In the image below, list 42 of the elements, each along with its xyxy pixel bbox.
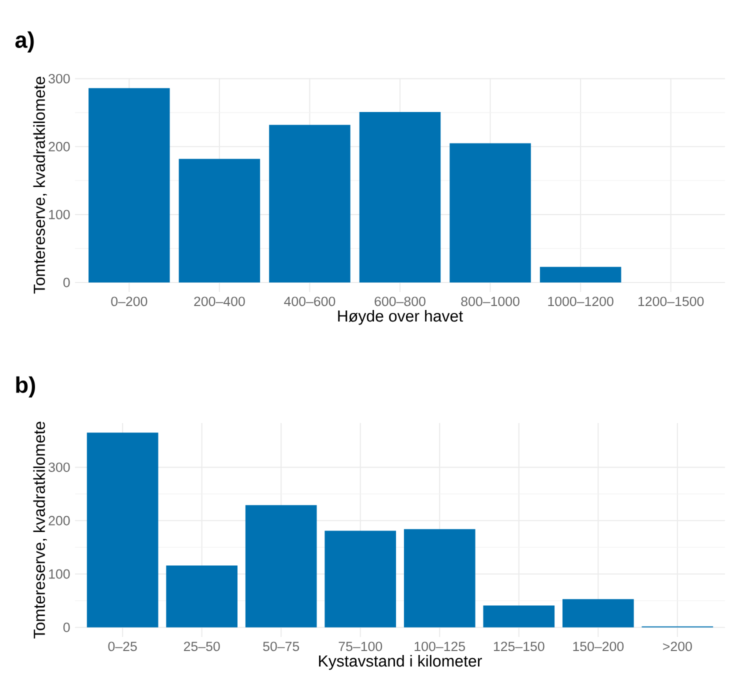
y-tick-label: 100 <box>49 569 70 579</box>
x-tick-label: 75–100 <box>338 642 382 652</box>
x-tick-label: 200–400 <box>194 296 245 306</box>
bar <box>88 88 170 282</box>
x-tick-label: 50–75 <box>263 642 300 652</box>
x-tick-label: 25–50 <box>184 642 220 652</box>
y-tick-label: 100 <box>49 210 70 220</box>
y-tick-label: 0 <box>63 622 70 632</box>
y-tick-label: 300 <box>48 74 70 84</box>
bar <box>324 530 396 628</box>
chart-title: a) <box>15 31 34 52</box>
x-tick-label: 125–150 <box>494 642 544 652</box>
bar <box>269 124 350 282</box>
bar <box>166 565 238 628</box>
bar <box>178 158 260 282</box>
x-tick-label: 0–200 <box>111 296 148 306</box>
x-axis-title: Høyde over havet <box>338 310 463 325</box>
y-tick-label: 0 <box>63 278 70 288</box>
y-axis-title: Tomtereserve, kvadratkilomete <box>33 76 47 294</box>
bar <box>86 432 158 628</box>
x-tick-label: 150–200 <box>573 642 624 652</box>
bar <box>450 143 531 282</box>
x-axis-title: Kystavstand i kilometer <box>319 654 482 670</box>
y-tick-label: 300 <box>48 462 70 472</box>
y-tick-label: 200 <box>48 516 70 526</box>
bar <box>245 505 317 628</box>
x-tick-label: 100–125 <box>414 642 466 652</box>
x-tick-label: 600–800 <box>374 296 426 306</box>
x-tick-label: 1000–1200 <box>548 296 614 306</box>
bar <box>562 599 634 628</box>
bar <box>540 266 622 282</box>
bar <box>404 529 476 628</box>
bar <box>483 606 555 628</box>
x-tick-label: 1200–1500 <box>638 296 704 306</box>
x-tick-label: >200 <box>663 642 692 652</box>
x-tick-label: 0–25 <box>108 642 137 652</box>
x-tick-label: 400–600 <box>284 296 336 306</box>
chart-title: b) <box>16 376 35 398</box>
bar <box>359 112 441 282</box>
x-tick-label: 800–1000 <box>461 296 520 306</box>
y-tick-label: 200 <box>48 142 70 152</box>
y-axis-title: Tomtereserve, kvadratkilomete <box>33 422 47 639</box>
